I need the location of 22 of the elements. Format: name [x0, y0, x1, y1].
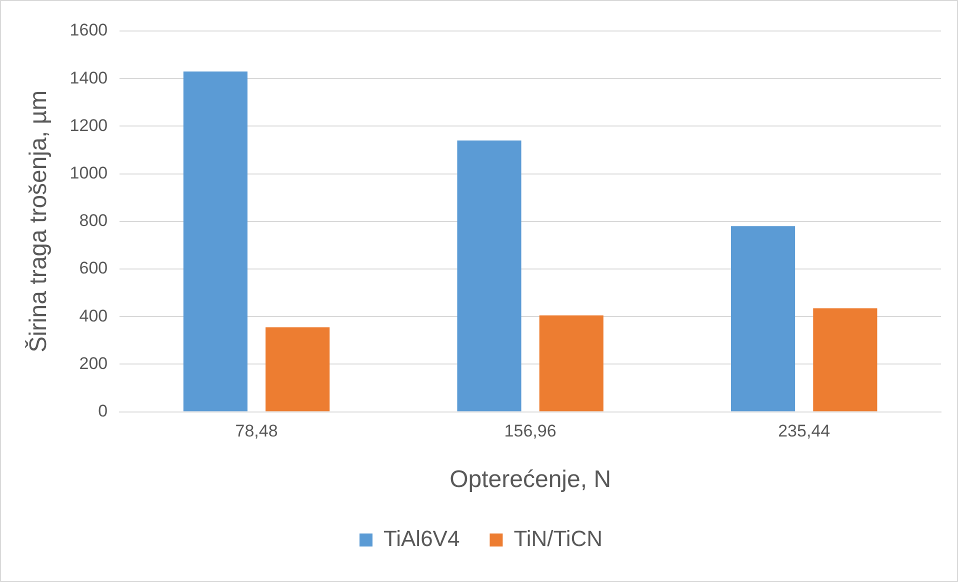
y-tick-label: 1600 [70, 20, 108, 40]
y-tick-label: 800 [79, 211, 108, 230]
x-axis-title: Opterećenje, N [450, 466, 612, 494]
bar [457, 140, 522, 412]
bar [266, 327, 330, 412]
y-axis-title: Širina traga trošenja, µm [25, 90, 52, 352]
bar [183, 71, 248, 412]
legend-label: TiAl6V4 [383, 526, 460, 552]
y-tick-label: 1200 [70, 116, 108, 135]
x-tick-label: 235,44 [778, 422, 830, 441]
x-tick-label: 156,96 [504, 422, 556, 441]
y-tick-label: 1000 [70, 163, 108, 182]
bar [731, 226, 796, 412]
legend-label: TiN/TiCN [514, 526, 603, 552]
y-tick-label: 600 [79, 258, 108, 278]
y-tick-label: 1400 [70, 68, 108, 88]
y-tick-label: 400 [79, 306, 108, 326]
bar [539, 315, 604, 412]
y-tick-label: 0 [98, 401, 108, 420]
x-tick-label: 78,48 [235, 422, 278, 441]
y-tick-label: 200 [79, 354, 108, 373]
bar [813, 308, 878, 412]
